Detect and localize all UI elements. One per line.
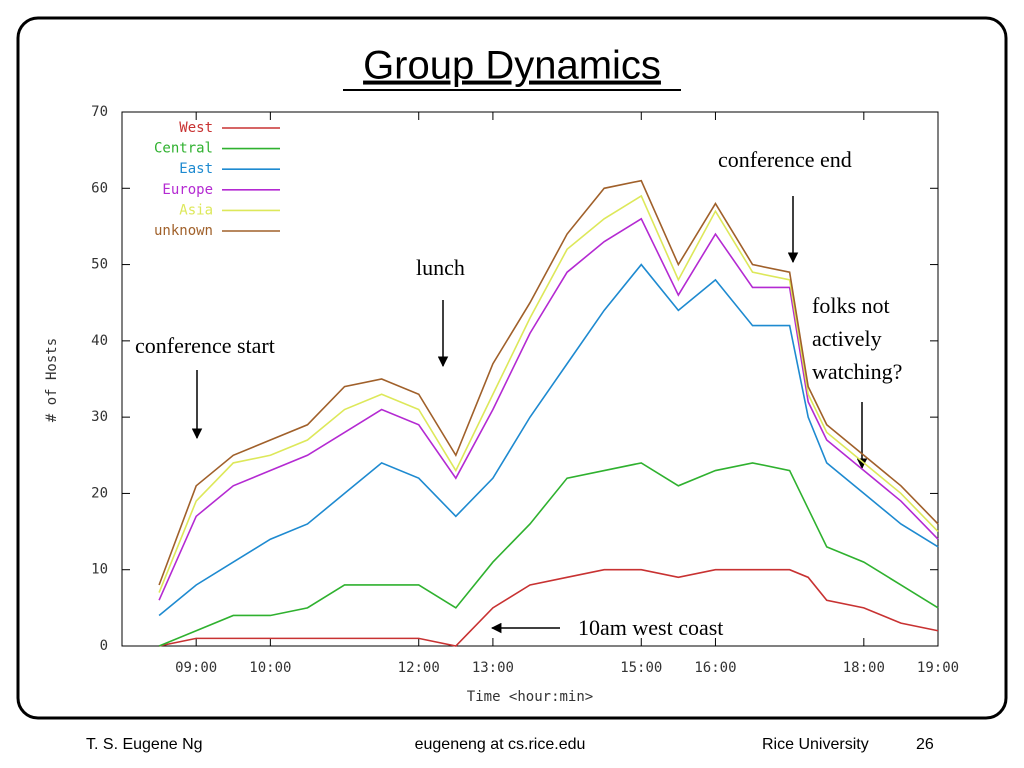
- annotation: 10am west coast: [578, 615, 723, 640]
- y-tick-label: 70: [91, 104, 108, 120]
- legend-label: Central: [154, 141, 213, 157]
- x-tick-label: 10:00: [249, 660, 291, 676]
- series-line: [158, 194, 939, 593]
- y-tick-label: 0: [100, 638, 108, 654]
- plot-frame: [121, 111, 939, 647]
- y-tick-label: 60: [91, 180, 108, 196]
- x-tick-label: 18:00: [843, 660, 885, 676]
- series-line: [158, 179, 939, 586]
- footer-affiliation: Rice University: [762, 736, 869, 753]
- y-tick-label: 10: [91, 562, 108, 578]
- annotation: actively: [812, 326, 882, 351]
- y-tick-label: 50: [91, 257, 108, 273]
- annotation: watching?: [812, 359, 902, 384]
- annotation: lunch: [416, 255, 465, 280]
- legend-label: East: [179, 161, 213, 177]
- series-line: [158, 568, 939, 647]
- y-tick-label: 40: [91, 333, 108, 349]
- annotation: conference end: [718, 147, 852, 172]
- annotation: folks not: [812, 293, 890, 318]
- chart-title: Group Dynamics: [363, 44, 661, 88]
- x-tick-label: 15:00: [620, 660, 662, 676]
- x-tick-label: 19:00: [917, 660, 959, 676]
- footer-author: T. S. Eugene Ng: [86, 736, 203, 753]
- x-tick-label: 13:00: [472, 660, 514, 676]
- legend-label: unknown: [154, 223, 213, 239]
- y-tick-label: 30: [91, 409, 108, 425]
- series-line: [158, 217, 939, 601]
- legend-label: Europe: [162, 182, 213, 198]
- y-axis-label: # of Hosts: [44, 338, 60, 422]
- series-line: [158, 462, 939, 647]
- y-tick-label: 20: [91, 485, 108, 501]
- x-tick-label: 12:00: [398, 660, 440, 676]
- footer-email: eugeneng at cs.rice.edu: [415, 736, 586, 753]
- x-tick-label: 16:00: [694, 660, 736, 676]
- annotation: conference start: [135, 333, 275, 358]
- legend-label: Asia: [179, 202, 213, 218]
- series-line: [158, 263, 939, 617]
- x-axis-label: Time <hour:min>: [467, 689, 593, 705]
- footer-page: 26: [916, 736, 934, 753]
- legend-label: West: [179, 120, 213, 136]
- x-tick-label: 09:00: [175, 660, 217, 676]
